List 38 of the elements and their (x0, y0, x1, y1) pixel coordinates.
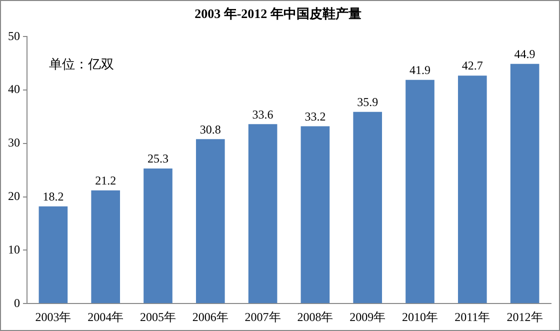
y-tick-label: 50 (8, 28, 20, 43)
data-label: 30.8 (200, 122, 221, 136)
bar (196, 139, 225, 304)
bar (91, 190, 120, 304)
x-tick-label: 2004年 (88, 310, 124, 324)
annotation: 单位：亿双 (49, 56, 114, 72)
data-label: 35.9 (357, 95, 378, 110)
x-tick-label: 2005年 (140, 310, 176, 324)
y-tick-label: 10 (8, 242, 20, 256)
data-label: 25.3 (148, 152, 168, 166)
bar (38, 206, 68, 304)
x-tick-label: 2009年 (350, 310, 386, 324)
x-tick-label: 2010年 (402, 310, 438, 324)
bar (144, 168, 172, 304)
data-label: 21.2 (95, 174, 116, 188)
bar (458, 76, 487, 304)
bar (510, 64, 540, 304)
x-tick-label: 2011年 (454, 310, 490, 324)
data-label: 44.9 (514, 46, 536, 61)
y-tick-label: 40 (8, 82, 20, 96)
data-label: 41.9 (410, 63, 430, 78)
data-label: 33.6 (252, 107, 274, 122)
x-tick-label: 2006年 (192, 310, 228, 324)
data-label: 42.7 (462, 58, 483, 73)
y-tick-label: 0 (14, 296, 20, 310)
bar (353, 112, 382, 304)
chart-title: 2003 年-2012 年中国皮鞋产量 (194, 6, 362, 22)
x-tick-label: 2003年 (35, 310, 72, 324)
bar (406, 80, 434, 304)
y-tick-label: 30 (8, 136, 20, 150)
y-tick-label: 20 (8, 188, 20, 203)
bar (248, 124, 278, 304)
x-tick-label: 2012年 (506, 310, 543, 324)
x-tick-label: 2007年 (244, 310, 281, 324)
bar (300, 126, 330, 304)
data-label: 18.2 (42, 190, 64, 204)
x-tick-label: 2008年 (297, 310, 334, 324)
data-label: 33.2 (304, 109, 326, 124)
